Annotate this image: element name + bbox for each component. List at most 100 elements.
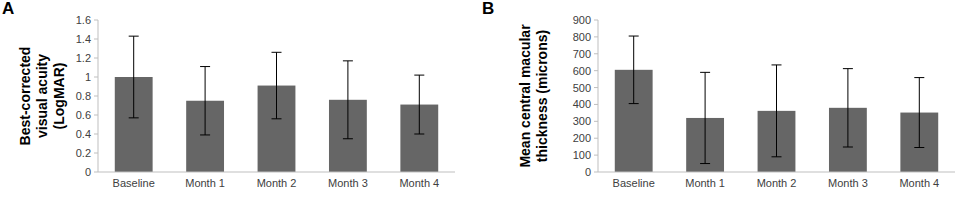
y-tick	[594, 36, 598, 37]
error-stem	[276, 52, 277, 119]
y-tick-label: 0	[585, 166, 591, 178]
error-bar	[629, 36, 639, 104]
error-cap	[629, 36, 639, 37]
y-tick-label: 0.4	[76, 128, 91, 140]
y-tick	[594, 104, 598, 105]
x-tick-label: Baseline	[113, 177, 155, 189]
y-tick-label: 1.6	[76, 14, 91, 26]
error-cap	[200, 134, 210, 135]
error-bar	[914, 78, 924, 148]
error-cap	[772, 156, 782, 157]
y-tick	[94, 39, 98, 40]
y-tick-label: 1.4	[76, 33, 91, 45]
panel: B Mean central macularthickness (microns)…	[482, 0, 955, 189]
y-tick	[594, 155, 598, 156]
error-bar	[129, 36, 139, 118]
x-axis	[98, 172, 455, 173]
error-cap	[272, 52, 282, 53]
y-axis-label: Best-correctedvisual acuity(LogMAR)	[17, 47, 67, 146]
y-tick-label: 0.2	[76, 147, 91, 159]
error-bar	[343, 61, 353, 139]
panel-label: B	[482, 0, 494, 18]
y-tick-label: 1	[85, 71, 91, 83]
error-cap	[843, 147, 853, 148]
x-tick-label: Month 3	[828, 177, 868, 189]
y-tick-label: 1.2	[76, 52, 91, 64]
y-tick	[594, 138, 598, 139]
error-stem	[847, 69, 848, 147]
y-tick-label: 800	[573, 31, 591, 43]
y-tick-label: 0	[85, 166, 91, 178]
error-cap	[343, 138, 353, 139]
y-tick	[594, 20, 598, 21]
y-tick	[94, 77, 98, 78]
y-tick-label: 100	[573, 149, 591, 161]
error-cap	[343, 60, 353, 61]
y-tick-label: 400	[573, 98, 591, 110]
error-cap	[200, 66, 210, 67]
y-axis	[98, 20, 99, 172]
error-stem	[776, 65, 777, 157]
x-tick-label: Month 2	[757, 177, 797, 189]
y-tick	[94, 96, 98, 97]
y-axis-label: Mean central macularthickness (microns)	[517, 24, 550, 168]
x-tick-label: Month 4	[399, 177, 439, 189]
error-cap	[129, 117, 139, 118]
error-bar	[414, 75, 424, 134]
error-stem	[347, 61, 348, 139]
error-stem	[705, 72, 706, 163]
error-stem	[633, 36, 634, 104]
error-cap	[414, 134, 424, 135]
y-tick	[94, 115, 98, 116]
y-tick-label: 700	[573, 48, 591, 60]
x-tick-label: Month 2	[257, 177, 297, 189]
y-tick-label: 900	[573, 14, 591, 26]
x-tick-label: Month 3	[328, 177, 368, 189]
error-cap	[414, 75, 424, 76]
y-tick	[594, 70, 598, 71]
y-tick	[594, 121, 598, 122]
error-cap	[843, 68, 853, 69]
y-tick-label: 500	[573, 82, 591, 94]
y-axis	[598, 20, 599, 172]
error-bar	[200, 67, 210, 135]
y-tick	[94, 58, 98, 59]
y-tick	[94, 153, 98, 154]
y-tick	[594, 53, 598, 54]
error-stem	[133, 36, 134, 118]
error-cap	[914, 77, 924, 78]
y-tick-label: 0.6	[76, 109, 91, 121]
error-cap	[914, 147, 924, 148]
y-tick	[94, 20, 98, 21]
panel: A Best-correctedvisual acuity(LogMAR) 0 0.2…	[2, 0, 455, 189]
error-cap	[772, 64, 782, 65]
y-tick	[594, 87, 598, 88]
y-axis-label-line: thickness (microns)	[534, 30, 550, 162]
error-cap	[129, 36, 139, 37]
y-axis-label-line: Best-corrected	[17, 47, 33, 146]
y-tick-label: 0.8	[76, 90, 91, 102]
error-stem	[205, 67, 206, 135]
y-tick	[94, 134, 98, 135]
y-tick	[594, 172, 598, 173]
y-tick-label: 200	[573, 132, 591, 144]
error-stem	[919, 78, 920, 148]
error-cap	[700, 72, 710, 73]
x-tick-label: Month 1	[685, 177, 725, 189]
error-bar	[272, 52, 282, 119]
error-stem	[419, 75, 420, 134]
y-axis-label-line: Mean central macular	[517, 24, 533, 168]
y-axis-label-line: visual acuity	[34, 54, 50, 138]
x-axis	[598, 172, 955, 173]
error-cap	[629, 103, 639, 104]
error-bar	[843, 69, 853, 147]
y-tick-label: 600	[573, 65, 591, 77]
marks	[615, 36, 938, 172]
x-tick-label: Month 1	[185, 177, 225, 189]
marks	[115, 36, 438, 172]
y-axis-label-line: (LogMAR)	[51, 63, 67, 130]
error-bar	[700, 72, 710, 163]
error-cap	[272, 118, 282, 119]
panel-label: A	[2, 0, 14, 18]
error-bar	[772, 65, 782, 157]
